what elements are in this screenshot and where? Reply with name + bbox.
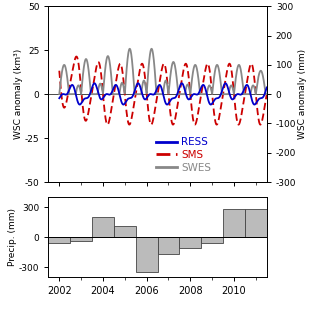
Bar <box>179 237 201 248</box>
Bar <box>70 237 92 241</box>
Y-axis label: WSC anomaly (km³): WSC anomaly (km³) <box>14 49 23 139</box>
Y-axis label: WSC anomaly (mm): WSC anomaly (mm) <box>298 49 307 139</box>
Bar <box>114 226 136 237</box>
Bar <box>48 237 70 243</box>
Legend: RESS, SMS, SWES: RESS, SMS, SWES <box>152 133 215 177</box>
Bar <box>245 209 267 237</box>
Bar <box>201 237 223 243</box>
Bar <box>158 237 179 254</box>
Y-axis label: Precip. (mm): Precip. (mm) <box>8 208 17 266</box>
Bar <box>92 217 114 237</box>
Bar <box>223 209 245 237</box>
Bar <box>136 237 158 272</box>
